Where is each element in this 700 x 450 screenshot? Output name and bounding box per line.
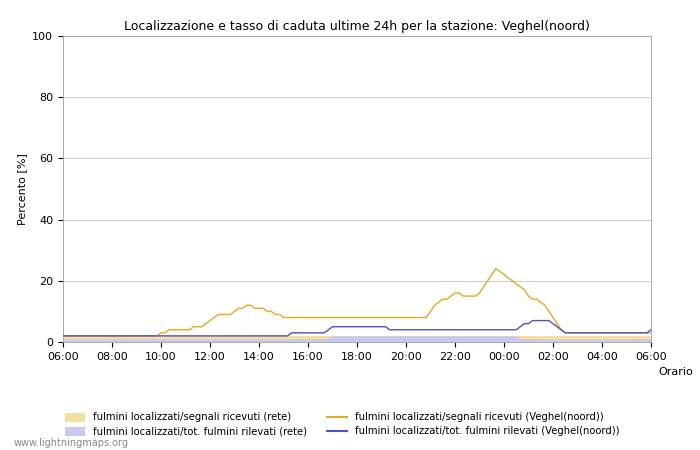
Text: www.lightningmaps.org: www.lightningmaps.org	[14, 438, 129, 448]
Legend: fulmini localizzati/segnali ricevuti (rete), fulmini localizzati/tot. fulmini ri: fulmini localizzati/segnali ricevuti (re…	[61, 409, 624, 441]
Title: Localizzazione e tasso di caduta ultime 24h per la stazione: Veghel(noord): Localizzazione e tasso di caduta ultime …	[124, 20, 590, 33]
Y-axis label: Percento [%]: Percento [%]	[17, 153, 27, 225]
Text: Orario: Orario	[658, 367, 693, 377]
